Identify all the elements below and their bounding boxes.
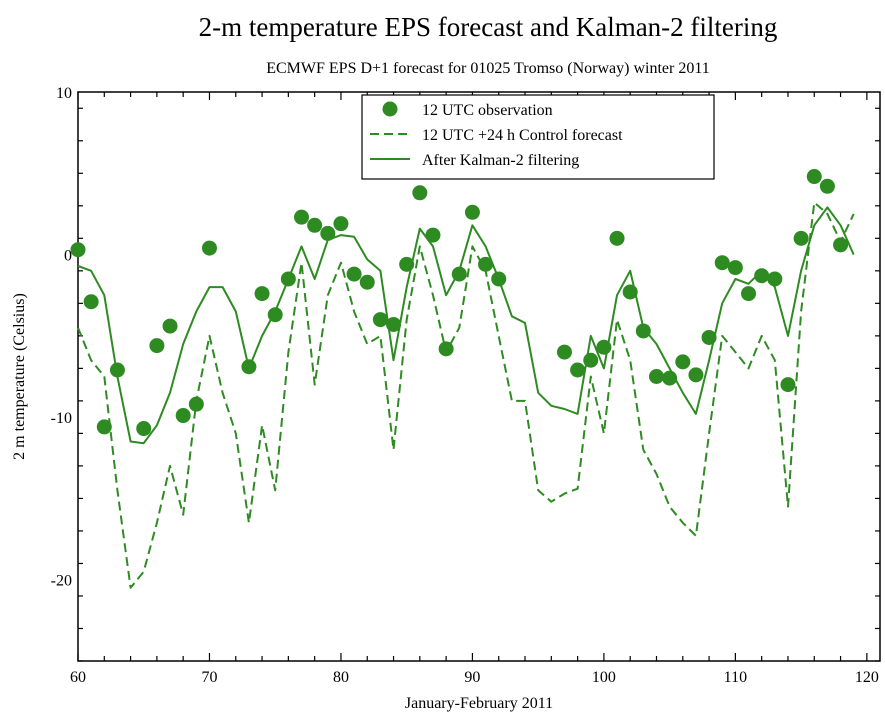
observation-point — [372, 312, 388, 328]
observation-point — [833, 237, 849, 253]
observation-point — [359, 274, 375, 290]
observation-point — [149, 338, 165, 354]
observation-point — [307, 217, 323, 233]
observation-point — [346, 266, 362, 282]
observation-point — [254, 286, 270, 302]
legend-marker-dot — [382, 101, 398, 117]
observation-point — [727, 260, 743, 276]
x-tick-label: 110 — [724, 669, 747, 686]
chart-title: 2-m temperature EPS forecast and Kalman-… — [199, 12, 778, 42]
axis-ticks: 60 70 80 90 100 110 120 -20 -10 0 10 — [51, 85, 880, 686]
x-tick-label: 60 — [70, 669, 86, 686]
y-tick-label: 0 — [64, 248, 72, 265]
x-tick-label: 90 — [464, 669, 480, 686]
observation-point — [793, 230, 809, 246]
observation-point — [688, 367, 704, 383]
observation-point — [320, 225, 336, 241]
observation-point — [425, 227, 441, 243]
observation-point — [819, 178, 835, 194]
observation-point — [648, 369, 664, 384]
observation-points — [70, 169, 849, 437]
y-tick-label: -10 — [51, 410, 72, 427]
plot-frame — [77, 91, 881, 662]
control-forecast-line — [77, 201, 855, 589]
observation-point — [780, 377, 796, 393]
y-tick-label: -20 — [51, 573, 72, 590]
observation-point — [333, 216, 349, 232]
observation-point — [767, 271, 783, 287]
observation-point — [714, 255, 730, 271]
chart-subtitle: ECMWF EPS D+1 forecast for 01025 Tromso … — [266, 60, 710, 77]
x-tick-label: 70 — [201, 669, 217, 686]
legend-box — [361, 94, 715, 180]
observation-point — [294, 209, 310, 225]
y-tick-label: 10 — [56, 85, 72, 102]
observation-point — [556, 344, 572, 360]
observation-point — [412, 185, 428, 201]
kalman-filtered-line — [77, 206, 855, 445]
series-layer — [70, 169, 855, 589]
observation-point — [570, 362, 586, 378]
x-tick-label: 120 — [855, 669, 879, 686]
observation-point — [635, 323, 651, 339]
observation-point — [464, 204, 480, 220]
observation-point — [175, 408, 191, 424]
observation-point — [806, 169, 822, 185]
observation-point — [70, 242, 86, 258]
legend-entry: 12 UTC observation — [382, 101, 553, 119]
x-axis-label: January-February 2011 — [405, 695, 553, 712]
observation-point — [136, 421, 152, 437]
observation-point — [109, 362, 125, 378]
observation-point — [478, 256, 494, 272]
legend-entry: After Kalman-2 filtering — [370, 152, 579, 169]
legend-label: After Kalman-2 filtering — [422, 152, 579, 169]
legend: 12 UTC observation 12 UTC +24 h Control f… — [361, 94, 715, 180]
observation-point — [754, 268, 770, 284]
y-axis-label: 2 m temperature (Celsius) — [11, 293, 28, 460]
observation-point — [609, 230, 625, 246]
legend-label: 12 UTC observation — [422, 102, 553, 119]
observation-point — [675, 354, 691, 370]
observation-point — [83, 294, 99, 310]
x-tick-label: 80 — [333, 669, 349, 686]
observation-point — [96, 419, 112, 435]
observation-point — [201, 240, 217, 256]
x-tick-label: 100 — [592, 669, 616, 686]
legend-label: 12 UTC +24 h Control forecast — [422, 127, 623, 144]
observation-point — [162, 318, 178, 334]
legend-entry: 12 UTC +24 h Control forecast — [370, 127, 623, 144]
observation-point — [741, 286, 757, 302]
